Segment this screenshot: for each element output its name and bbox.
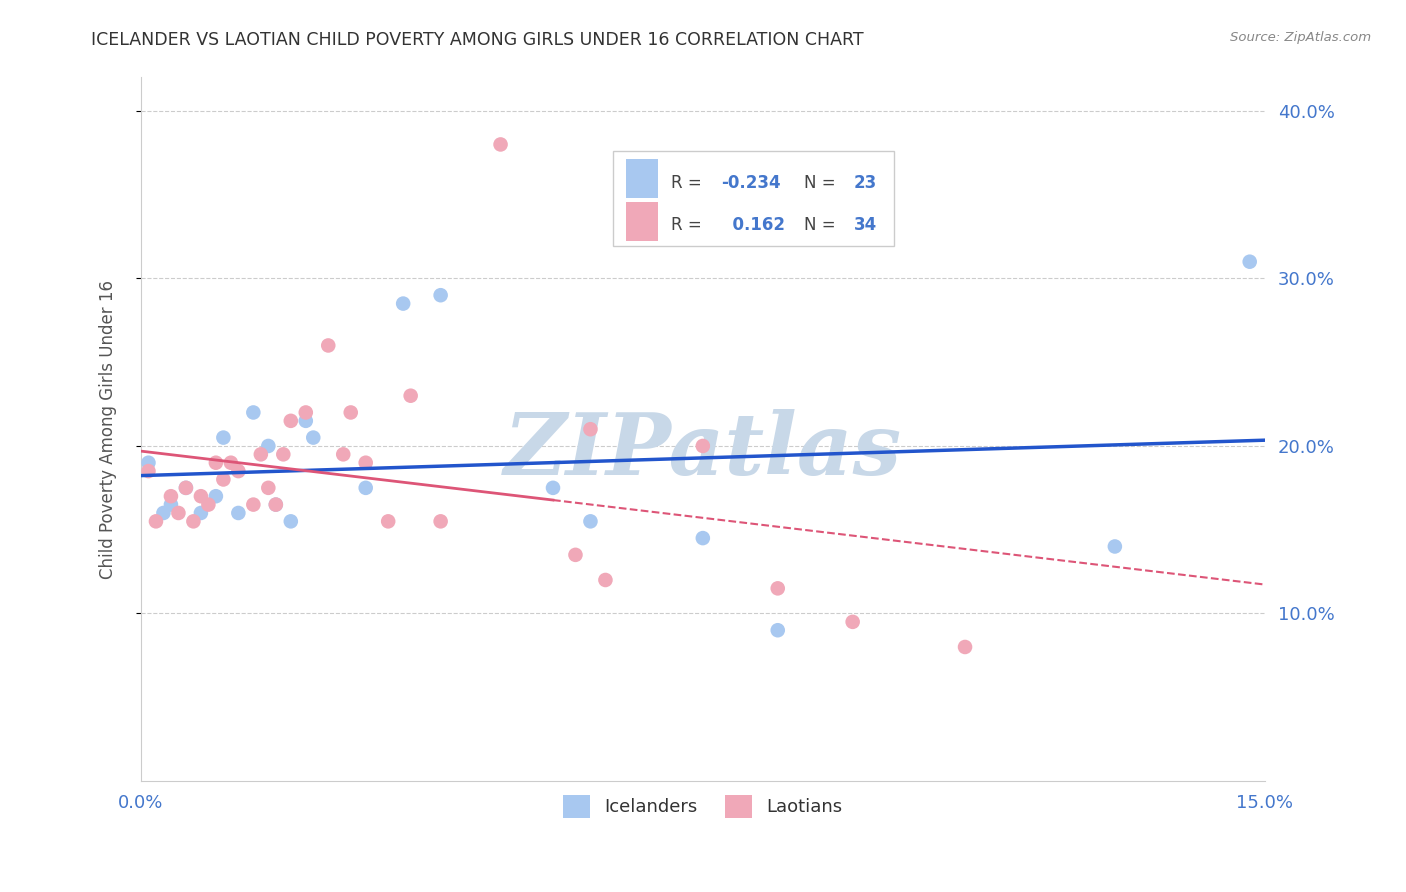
Point: [294, 405, 316, 419]
Point: [219, 456, 242, 470]
Text: N =: N =: [804, 174, 841, 192]
Text: R =: R =: [672, 174, 707, 192]
Point: [152, 506, 174, 520]
Point: [138, 456, 160, 470]
Point: [212, 473, 235, 487]
Point: [160, 498, 183, 512]
Point: [692, 439, 714, 453]
Legend: Icelanders, Laotians: Icelanders, Laotians: [555, 789, 849, 825]
Point: [302, 431, 325, 445]
Point: [212, 431, 235, 445]
Point: [174, 481, 197, 495]
Point: [399, 389, 422, 403]
Point: [205, 456, 228, 470]
Point: [595, 573, 617, 587]
Point: [167, 506, 190, 520]
Point: [541, 481, 564, 495]
Point: [280, 414, 302, 428]
Point: [429, 288, 451, 302]
Point: [429, 514, 451, 528]
Point: [242, 498, 264, 512]
Point: [197, 498, 219, 512]
Point: [228, 506, 250, 520]
Text: 23: 23: [853, 174, 877, 192]
Point: [354, 481, 377, 495]
Point: [564, 548, 586, 562]
Point: [953, 640, 976, 654]
Point: [294, 414, 316, 428]
Point: [160, 489, 183, 503]
Point: [242, 405, 264, 419]
Point: [280, 514, 302, 528]
Text: R =: R =: [672, 217, 707, 235]
Text: Source: ZipAtlas.com: Source: ZipAtlas.com: [1230, 31, 1371, 45]
Point: [332, 447, 354, 461]
Text: -0.234: -0.234: [721, 174, 780, 192]
Text: 34: 34: [853, 217, 877, 235]
FancyBboxPatch shape: [613, 152, 894, 246]
Point: [190, 489, 212, 503]
Point: [190, 506, 212, 520]
Point: [692, 531, 714, 545]
Text: 0.162: 0.162: [721, 217, 785, 235]
Point: [579, 514, 602, 528]
Point: [579, 422, 602, 436]
Point: [766, 582, 789, 596]
Point: [354, 456, 377, 470]
Point: [264, 498, 287, 512]
Point: [392, 296, 415, 310]
Point: [1104, 540, 1126, 554]
Point: [489, 137, 512, 152]
Point: [145, 514, 167, 528]
Y-axis label: Child Poverty Among Girls Under 16: Child Poverty Among Girls Under 16: [100, 280, 117, 579]
Bar: [627, 202, 658, 241]
Point: [766, 624, 789, 638]
Point: [138, 464, 160, 478]
Point: [264, 498, 287, 512]
Point: [1239, 254, 1261, 268]
Point: [228, 464, 250, 478]
Point: [183, 514, 205, 528]
Text: N =: N =: [804, 217, 841, 235]
Point: [316, 338, 339, 352]
Point: [841, 615, 863, 629]
Text: ICELANDER VS LAOTIAN CHILD POVERTY AMONG GIRLS UNDER 16 CORRELATION CHART: ICELANDER VS LAOTIAN CHILD POVERTY AMONG…: [91, 31, 865, 49]
Point: [271, 447, 294, 461]
Point: [250, 447, 273, 461]
Bar: [627, 160, 658, 198]
Point: [174, 481, 197, 495]
Point: [339, 405, 361, 419]
Point: [377, 514, 399, 528]
Text: ZIPatlas: ZIPatlas: [503, 409, 901, 492]
Point: [257, 439, 280, 453]
Point: [257, 481, 280, 495]
Point: [205, 489, 228, 503]
